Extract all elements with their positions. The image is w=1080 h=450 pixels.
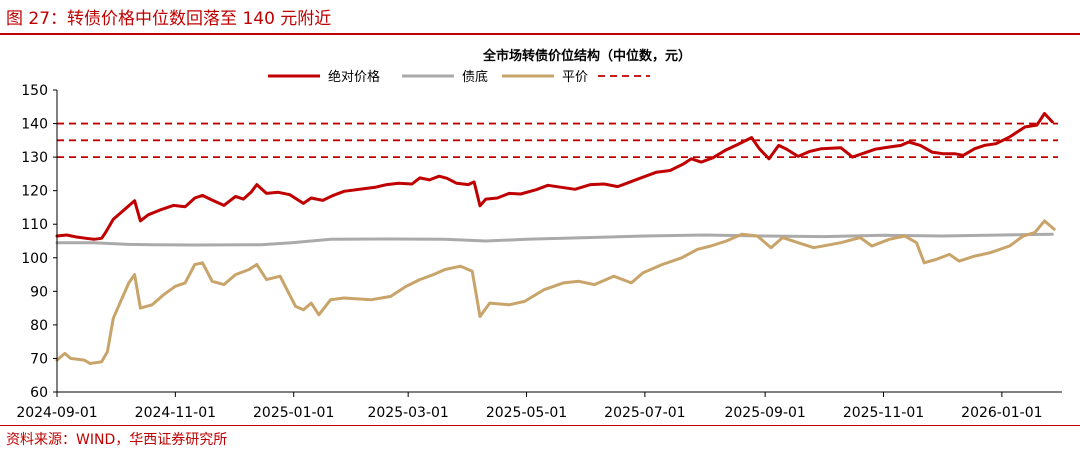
y-tick-label: 100 xyxy=(21,251,48,267)
y-tick-label: 120 xyxy=(21,184,48,200)
y-tick-label: 140 xyxy=(21,117,48,133)
source-note: 资料来源：WIND，华西证券研究所 xyxy=(6,432,228,448)
top-divider xyxy=(0,33,1080,35)
series-line-3 xyxy=(55,219,1056,365)
figure-title: 图 27：转债价格中位数回落至 140 元附近 xyxy=(6,9,332,29)
axes: 60 70 80 90 100 110 120 130 140 150 2024-09-01 2024… xyxy=(16,83,1062,421)
y-tick-label: 110 xyxy=(21,217,48,233)
legend-label: 平价 xyxy=(562,70,588,85)
x-tick-label: 2025-09-01 xyxy=(724,405,805,421)
bottom-divider xyxy=(0,425,1080,426)
x-tick-label: 2025-07-01 xyxy=(604,405,685,421)
series-line-2 xyxy=(55,232,1054,247)
chart-title: 全市场转债价位结构（中位数，元） xyxy=(482,48,691,64)
legend-label: 绝对价格 xyxy=(328,69,380,85)
y-tick-label: 90 xyxy=(30,284,48,300)
x-tick-label: 2025-03-01 xyxy=(367,405,448,421)
y-tick-label: 130 xyxy=(21,150,48,166)
y-tick-label: 70 xyxy=(30,351,48,367)
reference-lines xyxy=(57,122,1058,159)
x-tick-label: 2025-05-01 xyxy=(486,405,567,421)
y-tick-label: 80 xyxy=(30,318,48,334)
x-tick-label: 2024-09-01 xyxy=(16,405,97,421)
x-tick-label: 2025-01-01 xyxy=(253,405,334,421)
series-line-1 xyxy=(55,112,1054,241)
x-tick-label: 2025-11-01 xyxy=(843,405,924,421)
x-tick-label: 2024-11-01 xyxy=(135,405,216,421)
legend: 绝对价格 债底 平价 xyxy=(268,69,650,85)
y-tick-label: 60 xyxy=(30,385,48,401)
series-lines xyxy=(55,112,1056,365)
y-tick-label: 150 xyxy=(21,83,48,99)
legend-label: 债底 xyxy=(462,69,488,85)
x-tick-label: 2026-01-01 xyxy=(961,405,1042,421)
